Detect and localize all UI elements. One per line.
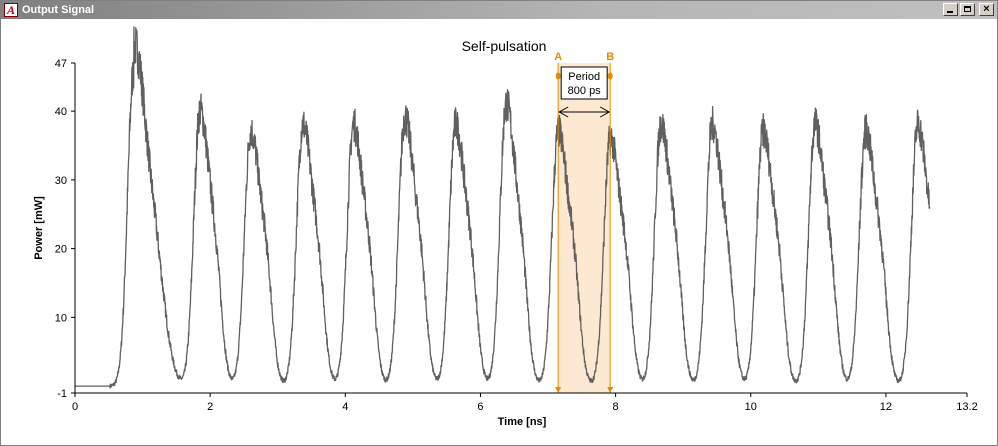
minimize-button[interactable]	[943, 3, 958, 16]
y-axis-title: Power [mW]	[33, 196, 45, 260]
x-tick-label: 12	[880, 401, 892, 413]
y-axis-ticks: -1 10 20 30 40 47	[55, 58, 75, 400]
y-tick-label: 10	[55, 312, 67, 324]
x-tick-label: 4	[342, 401, 348, 413]
maximize-icon	[964, 6, 971, 12]
y-tick-label: 40	[55, 106, 67, 118]
output-signal-chart: A B Period 800 ps 0 2 4 6 8 10 12 13.2 -1 10 20 30…	[33, 26, 978, 428]
marker-a-handle-icon[interactable]	[555, 72, 561, 80]
chart-title: Self-pulsation	[462, 38, 547, 54]
y-tick-label: 30	[55, 175, 67, 187]
marker-a-label: A	[554, 51, 562, 63]
minimize-icon	[947, 11, 953, 13]
close-icon: ×	[983, 3, 990, 15]
x-axis-title: Time [ns]	[498, 416, 547, 428]
x-tick-label: 6	[477, 401, 483, 413]
y-tick-label: 20	[55, 244, 67, 256]
close-button[interactable]: ×	[979, 3, 994, 16]
y-tick-label: -1	[57, 388, 67, 400]
x-axis-ticks: 0 2 4 6 8 10 12 13.2	[72, 393, 978, 413]
period-annotation-box	[560, 66, 608, 100]
period-value: 800 ps	[568, 85, 602, 97]
app-a-icon: A	[4, 3, 18, 17]
marker-b-arrow-icon	[607, 387, 614, 393]
window-title: Output Signal	[22, 4, 95, 16]
x-tick-label: 2	[207, 401, 213, 413]
period-arrow-left-head	[558, 106, 569, 118]
period-arrow-right-head	[599, 106, 611, 118]
marker-b-handle-icon[interactable]	[607, 72, 613, 80]
period-double-arrow-icon	[558, 106, 611, 118]
x-tick-label: 10	[745, 401, 757, 413]
x-tick-label: 13.2	[956, 401, 977, 413]
title-bar[interactable]: A Output Signal ×	[1, 1, 997, 19]
marker-b-label: B	[606, 51, 614, 63]
period-label: Period	[568, 71, 600, 83]
y-tick-label: 47	[55, 58, 67, 70]
marker-a-arrow-icon	[555, 387, 562, 393]
x-tick-label: 0	[72, 401, 78, 413]
period-region	[558, 63, 611, 393]
power-signal-line	[74, 26, 931, 389]
x-tick-label: 8	[613, 401, 619, 413]
maximize-button[interactable]	[960, 3, 975, 16]
window-controls: ×	[943, 3, 994, 16]
